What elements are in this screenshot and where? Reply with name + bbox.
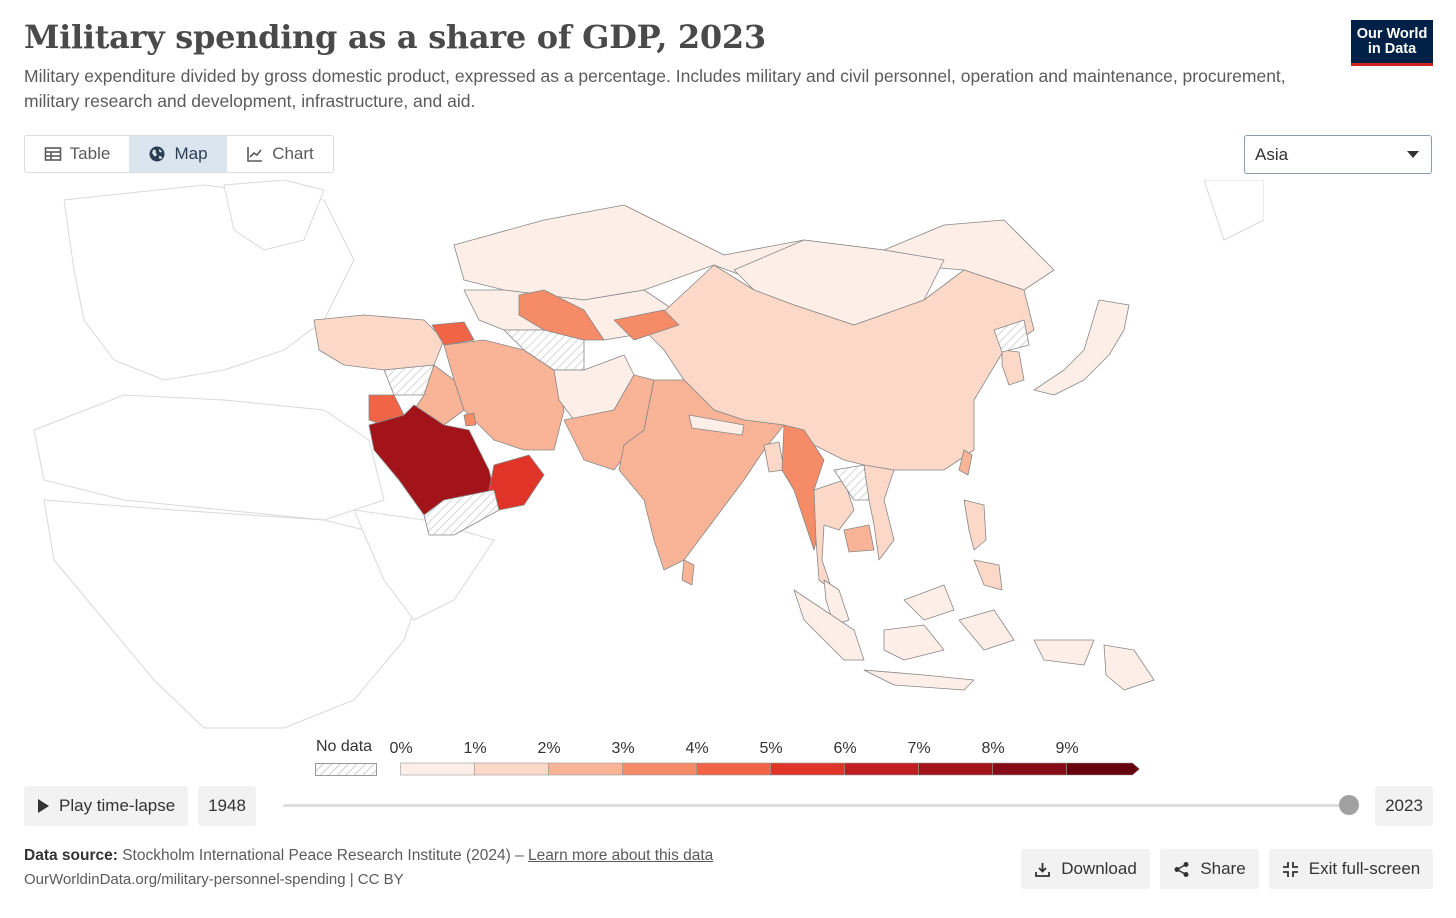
chart-subtitle: Military expenditure divided by gross do…: [24, 66, 1286, 111]
data-source-text: Stockholm International Peace Research I…: [122, 847, 524, 864]
play-icon: [38, 799, 49, 813]
tab-chart-label: Chart: [272, 144, 314, 163]
country-japan: [1033, 299, 1130, 396]
legend-no-data-swatch: [315, 763, 377, 776]
download-icon: [1035, 862, 1051, 877]
legend-tick-label: 1%: [463, 740, 487, 757]
region-greenland-edge: [1203, 180, 1264, 241]
timeline-track[interactable]: [283, 804, 1349, 807]
country-oman: [488, 454, 545, 511]
legend-color-bin[interactable]: [918, 762, 993, 776]
logo-line-1: Our World: [1356, 26, 1428, 42]
chevron-down-icon: [1407, 151, 1419, 158]
tab-chart[interactable]: Chart: [227, 136, 333, 172]
country-vietnam: [863, 464, 895, 561]
exit-fullscreen-label: Exit full-screen: [1308, 859, 1421, 878]
legend-tick-label: 6%: [833, 740, 857, 757]
country-cambodia: [843, 524, 875, 553]
learn-more-link[interactable]: Learn more about this data: [528, 847, 714, 864]
legend-color-bin[interactable]: [770, 762, 845, 776]
country-philippines: [963, 499, 1003, 591]
country-nepal: [688, 414, 745, 436]
choropleth-map[interactable]: [24, 180, 1264, 730]
play-timelapse-label: Play time-lapse: [59, 796, 176, 815]
globe-icon: [149, 146, 165, 162]
share-label: Share: [1200, 859, 1246, 878]
legend-tick-label: 2%: [537, 740, 561, 757]
country-armenia: [431, 321, 475, 346]
region-horn-of-africa: [353, 509, 495, 621]
exit-fullscreen-button[interactable]: Exit full-screen: [1269, 849, 1433, 889]
legend-color-bin[interactable]: [548, 762, 623, 776]
legend-tick-label: 3%: [611, 740, 635, 757]
country-indonesia: [793, 589, 1095, 691]
country-turkey: [313, 314, 445, 371]
data-source-label: Data source:: [24, 847, 118, 864]
country-yemen: [423, 489, 500, 536]
legend-color-bin[interactable]: [696, 762, 771, 776]
country-uzbekistan: [518, 289, 605, 341]
country-north-korea: [993, 319, 1030, 353]
country-south-korea: [1001, 349, 1025, 386]
legend-color-scale: [400, 762, 1140, 776]
line-chart-icon: [247, 147, 263, 162]
data-source: Data source: Stockholm International Pea…: [24, 847, 713, 865]
legend-color-bin[interactable]: [622, 762, 697, 776]
start-year-label[interactable]: 1948: [198, 786, 256, 826]
legend-tick-label: 8%: [981, 740, 1005, 757]
end-year-label[interactable]: 2023: [1375, 786, 1433, 826]
tab-map[interactable]: Map: [129, 136, 227, 172]
tab-table-label: Table: [69, 144, 111, 163]
owid-logo[interactable]: Our World in Data: [1351, 20, 1433, 66]
country-papua-new-guinea: [1103, 644, 1155, 691]
tab-table[interactable]: Table: [25, 136, 129, 172]
chart-title: Military spending as a share of GDP, 202…: [24, 18, 766, 56]
legend-tick-label: 4%: [685, 740, 709, 757]
timeline-handle[interactable]: [1339, 795, 1359, 815]
country-thailand: [813, 479, 855, 591]
legend-color-bin[interactable]: [844, 762, 919, 776]
legend-tick-label: 0%: [389, 740, 413, 757]
legend-no-data-label: No data: [316, 738, 373, 755]
download-button[interactable]: Download: [1021, 849, 1150, 889]
region-scandinavia: [223, 180, 325, 251]
region-africa-center: [43, 499, 425, 729]
legend-color-bin[interactable]: [400, 762, 475, 776]
country-kyrgyzstan: [613, 309, 680, 341]
source-url: OurWorldinData.org/military-personnel-sp…: [24, 871, 404, 888]
legend-tick-label: 9%: [1055, 740, 1079, 757]
share-icon: [1174, 861, 1189, 877]
play-timelapse-button[interactable]: Play time-lapse: [24, 786, 188, 826]
region-north-africa: [33, 394, 385, 521]
region-select[interactable]: Asia: [1244, 135, 1432, 174]
country-malaysia: [823, 579, 955, 626]
legend-color-bin[interactable]: [474, 762, 549, 776]
country-taiwan: [958, 449, 973, 476]
legend-color-bin[interactable]: [992, 762, 1067, 776]
country-kuwait: [463, 412, 477, 427]
country-sri-lanka: [681, 559, 695, 586]
country-bangladesh: [763, 441, 785, 473]
logo-line-2: in Data: [1367, 41, 1417, 57]
view-tabs: Table Map Chart: [24, 135, 334, 173]
tab-map-label: Map: [174, 144, 208, 163]
legend-color-bin[interactable]: [1066, 762, 1140, 776]
legend-tick-label: 7%: [907, 740, 931, 757]
share-button[interactable]: Share: [1160, 849, 1259, 889]
region-select-value: Asia: [1255, 144, 1289, 164]
exit-fullscreen-icon: [1282, 861, 1298, 877]
legend-tick-label: 5%: [759, 740, 783, 757]
download-label: Download: [1061, 859, 1137, 878]
table-icon: [44, 147, 61, 161]
